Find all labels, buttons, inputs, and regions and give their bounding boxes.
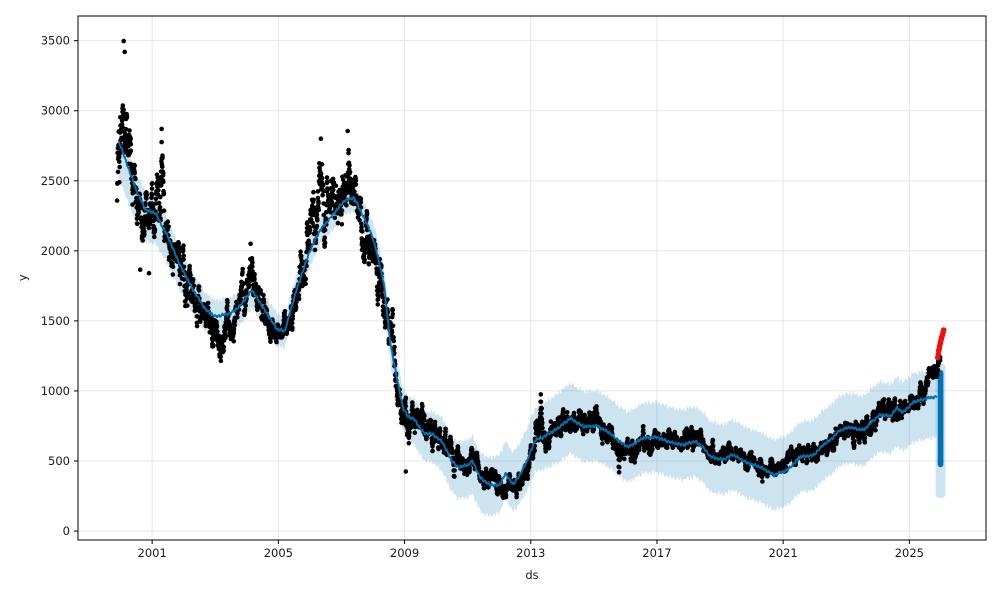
- y-tick-label: 3500: [41, 34, 70, 48]
- y-tick-label: 3000: [41, 104, 70, 118]
- axes-spines: [77, 15, 987, 541]
- y-tick-label: 500: [48, 454, 70, 468]
- x-tick-label: 2021: [768, 546, 797, 560]
- grid: [78, 16, 986, 540]
- x-tick-label: 2025: [895, 546, 924, 560]
- y-tick-label: 0: [63, 524, 70, 538]
- forecast-tail-bar: [937, 369, 944, 468]
- y-axis-label: y: [15, 274, 30, 282]
- y-tick-label: 1500: [41, 314, 70, 328]
- x-tick-label: 2013: [516, 546, 545, 560]
- ticks: [74, 40, 910, 544]
- tick-labels: 2001 2005 2009 2013 2017 2021 2025 0 500 1000 1500…: [41, 34, 924, 560]
- x-tick-label: 2009: [390, 546, 419, 560]
- y-tick-label: 1000: [41, 384, 70, 398]
- x-axis-label: ds: [525, 568, 539, 582]
- x-tick-label: 2005: [264, 546, 293, 560]
- forecast-line: [118, 141, 938, 488]
- x-tick-label: 2001: [138, 546, 167, 560]
- y-tick-label: 2500: [41, 174, 70, 188]
- plot-content: [114, 38, 947, 518]
- y-tick-label: 2000: [41, 244, 70, 258]
- x-tick-label: 2017: [642, 546, 671, 560]
- future-scatter: [934, 327, 947, 361]
